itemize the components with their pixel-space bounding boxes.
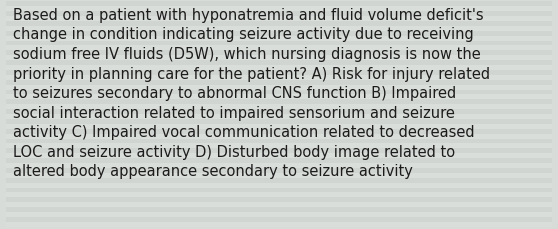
Bar <box>6 168 552 173</box>
Bar <box>6 71 552 76</box>
Bar <box>6 212 552 217</box>
Bar <box>6 22 552 27</box>
Bar <box>6 183 552 188</box>
Bar <box>6 173 552 178</box>
Bar <box>6 188 552 193</box>
Bar <box>6 12 552 17</box>
Bar <box>6 163 552 168</box>
Bar <box>6 2 552 7</box>
Bar <box>6 95 552 100</box>
Bar <box>6 41 552 46</box>
Bar <box>6 217 552 222</box>
Bar <box>6 90 552 95</box>
Bar <box>6 193 552 197</box>
Bar <box>6 7 552 12</box>
Bar <box>6 56 552 61</box>
Text: Based on a patient with hyponatremia and fluid volume deficit's
change in condit: Based on a patient with hyponatremia and… <box>13 8 490 179</box>
Bar <box>6 105 552 110</box>
Bar <box>6 46 552 51</box>
Bar <box>6 144 552 149</box>
Bar <box>6 76 552 80</box>
Bar <box>6 80 552 85</box>
Bar <box>6 27 552 32</box>
Bar <box>6 139 552 144</box>
Bar <box>6 222 552 227</box>
Bar <box>6 85 552 90</box>
Bar <box>6 114 552 119</box>
Bar <box>6 36 552 41</box>
Bar <box>6 202 552 207</box>
Bar <box>6 134 552 139</box>
Bar <box>6 124 552 129</box>
Bar <box>6 119 552 124</box>
Bar <box>6 17 552 22</box>
Bar <box>6 110 552 114</box>
Bar <box>6 149 552 153</box>
Bar <box>6 207 552 212</box>
Bar <box>6 178 552 183</box>
Bar <box>6 129 552 134</box>
Bar <box>6 66 552 71</box>
Bar <box>6 32 552 36</box>
Bar <box>6 61 552 66</box>
Bar <box>6 100 552 105</box>
Bar <box>6 153 552 158</box>
Bar <box>6 197 552 202</box>
Bar <box>6 158 552 163</box>
Bar <box>6 51 552 56</box>
